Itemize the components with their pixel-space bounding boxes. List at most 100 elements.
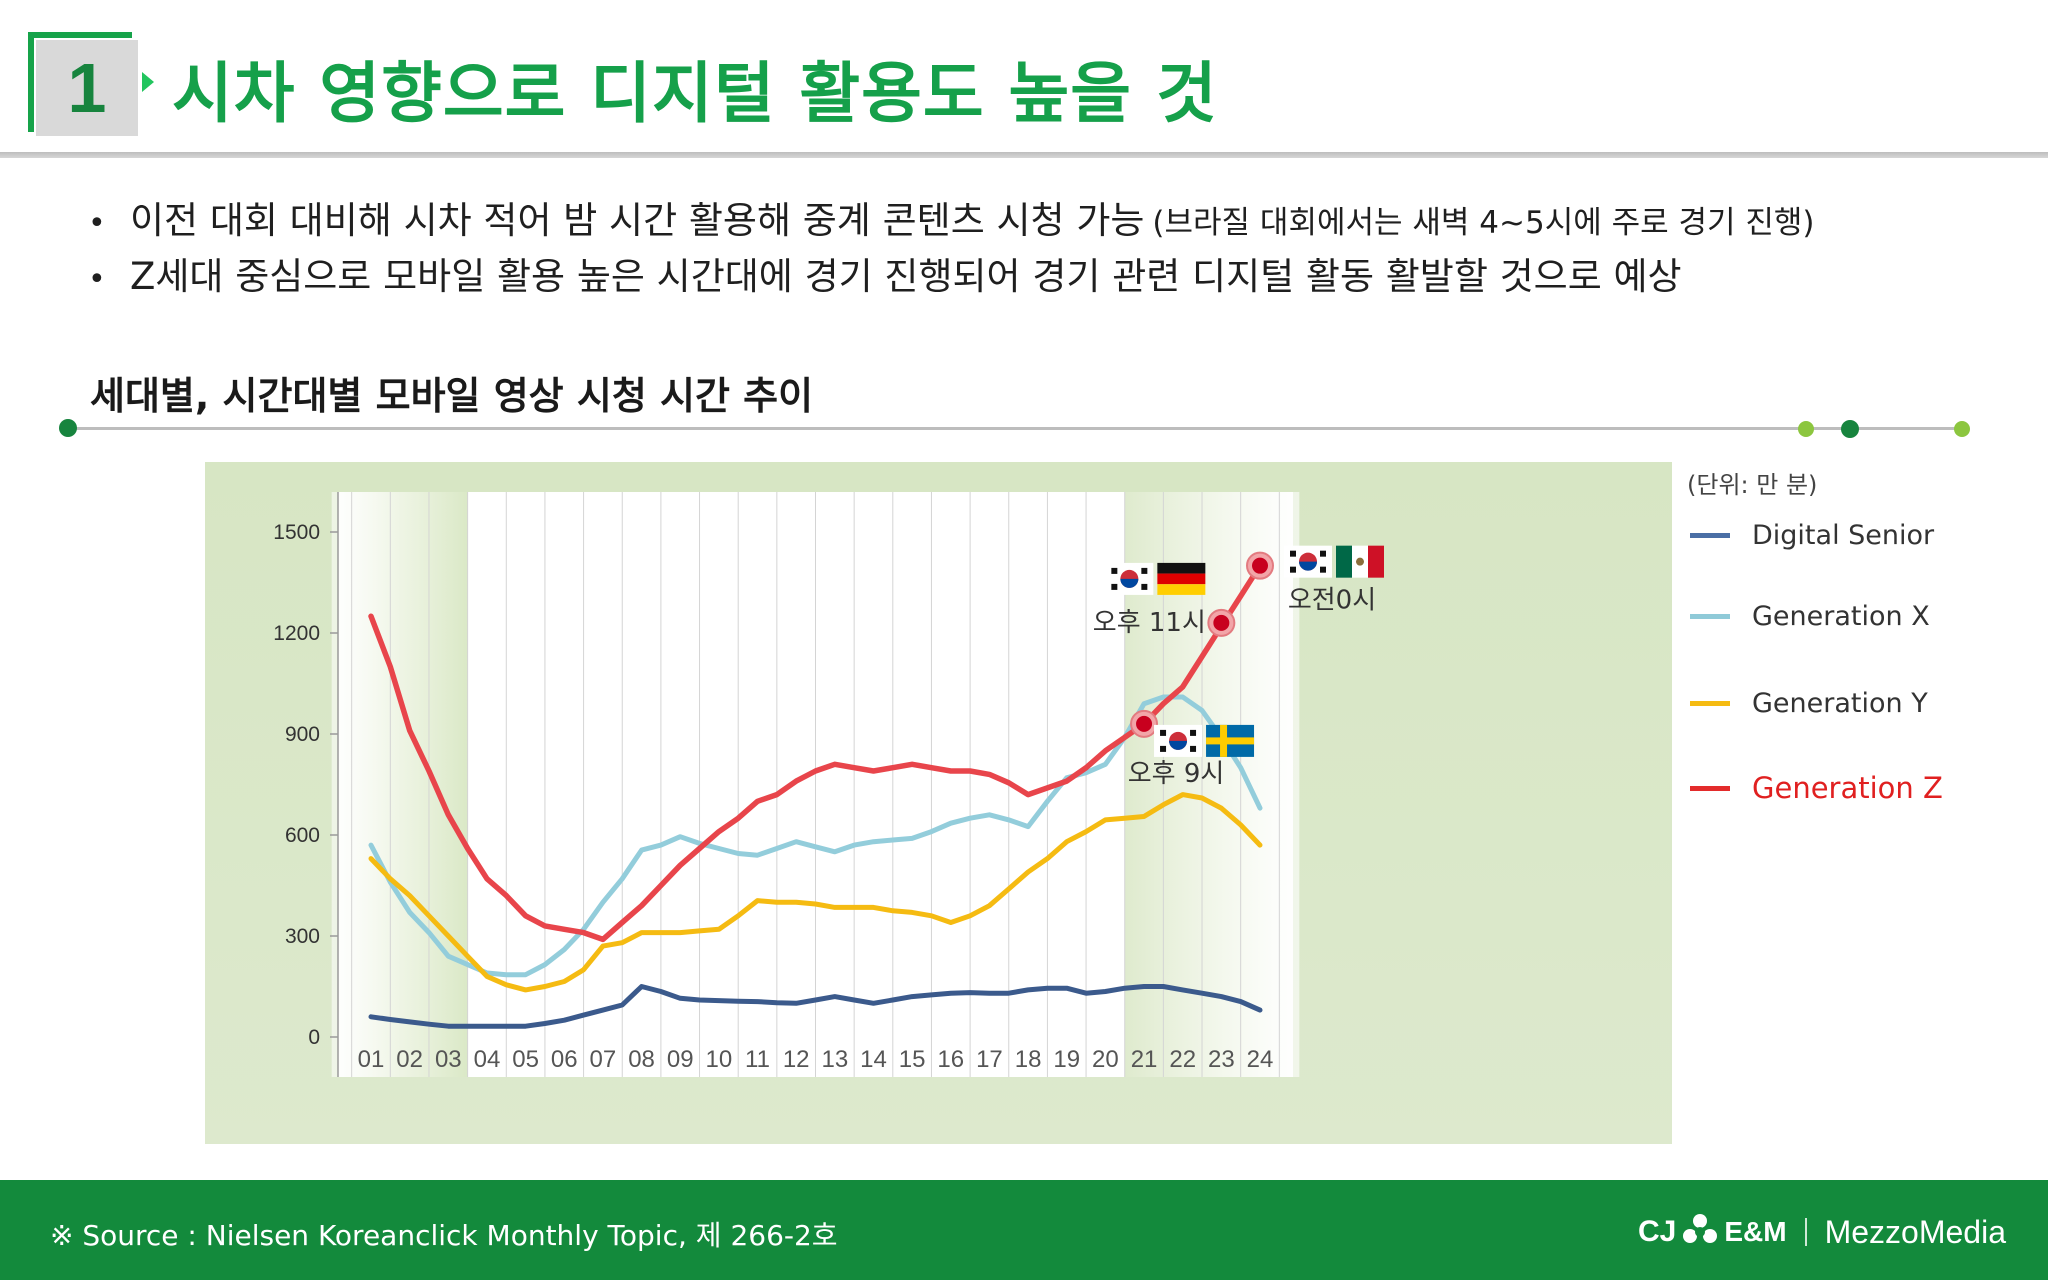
legend-swatch xyxy=(1690,533,1730,538)
title-arrow-icon xyxy=(142,72,154,92)
x-tick-label: 21 xyxy=(1131,1046,1158,1073)
x-tick-label: 19 xyxy=(1053,1046,1080,1073)
divider-dot xyxy=(59,419,77,437)
flag-de-icon xyxy=(1157,562,1206,574)
x-tick-label: 08 xyxy=(628,1046,655,1073)
legend-swatch xyxy=(1690,701,1730,706)
x-tick-label: 17 xyxy=(976,1046,1003,1073)
highlight-band xyxy=(331,492,468,1077)
series-line-generation-z xyxy=(368,562,1263,943)
annotation-marker xyxy=(1252,557,1268,574)
logo-separator xyxy=(1804,1218,1807,1246)
divider-dot xyxy=(1798,421,1814,437)
x-tick-label: 24 xyxy=(1247,1046,1274,1073)
x-tick-label: 11 xyxy=(745,1046,770,1073)
legend-label: Generation Z xyxy=(1752,771,1943,805)
flag-kr-trigram xyxy=(1190,729,1197,736)
flag-mx-emblem xyxy=(1356,557,1364,566)
x-tick-label: 09 xyxy=(667,1046,694,1073)
title-divider xyxy=(0,152,2048,158)
flag-kr-trigram xyxy=(1290,550,1296,557)
bullet-icon: • xyxy=(88,206,106,241)
flag-kr-trigram xyxy=(1141,567,1148,574)
legend-generation-z: Generation Z xyxy=(1690,771,1943,805)
logo-em: E&M xyxy=(1724,1216,1787,1247)
x-tick-label: 01 xyxy=(358,1046,385,1073)
legend-swatch xyxy=(1690,614,1730,619)
annotation-label: 오후 9시 xyxy=(1128,759,1225,789)
flag-kr-taegeuk-blue xyxy=(1169,740,1188,750)
unit-label: (단위: 만 분) xyxy=(1687,471,1818,499)
highlight-band xyxy=(1124,492,1300,1077)
line-chart: 0 300 600 900 1200 1500 01 02 03 04 05 06 07 08 09 10 11… xyxy=(273,492,1384,1077)
x-tick-label: 06 xyxy=(551,1046,578,1073)
flag-kr-trigram xyxy=(1111,583,1118,590)
bullet-icon: • xyxy=(88,262,106,297)
flag-de-red xyxy=(1157,573,1206,585)
legend-generation-y: Generation Y xyxy=(1690,688,1928,719)
y-tick-label: 300 xyxy=(285,925,320,948)
section-number-badge: 1 xyxy=(28,32,138,136)
x-tick-label: 14 xyxy=(860,1046,887,1073)
x-tick-label: 23 xyxy=(1208,1046,1235,1073)
source-note: ※ Source : Nielsen Koreanclick Monthly T… xyxy=(50,1219,838,1252)
chart-title: 세대별, 시간대별 모바일 영상 시청 시간 추이 xyxy=(90,374,814,418)
flag-kr-trigram xyxy=(1320,566,1326,573)
flag-de-gold xyxy=(1157,584,1206,595)
x-tick-label: 02 xyxy=(396,1046,423,1073)
annotation-label: 오전0시 xyxy=(1288,586,1376,616)
y-tick-label: 900 xyxy=(285,723,320,746)
cj-petal-icon xyxy=(1683,1214,1718,1243)
legend-swatch xyxy=(1690,785,1730,791)
y-tick-label: 1500 xyxy=(273,521,320,544)
flag-kr-trigram xyxy=(1320,550,1326,557)
bullet-item: • 이전 대회 대비해 시차 적어 밤 시간 활용해 중계 콘텐츠 시청 가능 … xyxy=(88,190,1815,246)
logo-cj: CJ xyxy=(1638,1215,1677,1248)
divider-dot xyxy=(1841,420,1859,438)
flag-kr-trigram xyxy=(1190,745,1197,752)
x-tick-label: 10 xyxy=(706,1046,733,1073)
x-tick-label: 13 xyxy=(821,1046,848,1073)
legend-label: Digital Senior xyxy=(1752,520,1935,551)
flag-kr-taegeuk-blue xyxy=(1120,578,1139,588)
section-number: 1 xyxy=(67,49,107,127)
annotation-marker xyxy=(1213,614,1230,631)
bullet-list: • 이전 대회 대비해 시차 적어 밤 시간 활용해 중계 콘텐츠 시청 가능 … xyxy=(88,190,1815,302)
flag-kr-taegeuk-blue xyxy=(1299,561,1317,571)
y-tick-label: 600 xyxy=(285,824,320,847)
flag-kr-trigram xyxy=(1111,567,1118,574)
y-tick-label: 1200 xyxy=(273,622,320,645)
bullet-text: 이전 대회 대비해 시차 적어 밤 시간 활용해 중계 콘텐츠 시청 가능 xyxy=(130,199,1145,242)
flag-kr-trigram xyxy=(1141,583,1148,590)
annotation-label: 오후 11시 xyxy=(1093,608,1206,638)
x-tick-label: 20 xyxy=(1092,1046,1119,1073)
x-tick-label: 07 xyxy=(590,1046,617,1073)
x-tick-label: 05 xyxy=(512,1046,539,1073)
x-tick-label: 16 xyxy=(937,1046,964,1073)
y-tick-label: 0 xyxy=(308,1026,320,1049)
legend-label: Generation X xyxy=(1752,601,1930,632)
series-line-generation-y xyxy=(368,792,1263,993)
x-tick-label: 22 xyxy=(1169,1046,1196,1073)
x-tick-label: 15 xyxy=(899,1046,926,1073)
chart-panel: 0 300 600 900 1200 1500 01 02 03 04 05 06 07 08 09 10 11… xyxy=(205,462,1672,1144)
flag-kr-trigram xyxy=(1290,566,1296,573)
bullet-note: (브라질 대회에서는 새벽 4~5시에 주로 경기 진행) xyxy=(1152,205,1815,241)
flag-mx-icon xyxy=(1336,545,1352,578)
legend-digital-senior: Digital Senior xyxy=(1690,520,1934,551)
x-tick-label: 12 xyxy=(783,1046,810,1073)
flag-kr-trigram xyxy=(1160,745,1167,752)
section-divider xyxy=(68,427,1966,430)
legend-generation-x: Generation X xyxy=(1690,601,1930,632)
bullet-text: Z세대 중심으로 모바일 활용 높은 시간대에 경기 진행되어 경기 관련 디지… xyxy=(130,255,1682,298)
page-title: 시차 영향으로 디지털 활용도 높을 것 xyxy=(172,55,1218,132)
company-logo: CJ E&M MezzoMedia xyxy=(1638,1202,2006,1262)
footer-bar: ※ Source : Nielsen Koreanclick Monthly T… xyxy=(0,1180,2048,1280)
legend-label: Generation Y xyxy=(1752,688,1928,719)
flag-kr-trigram xyxy=(1160,729,1167,736)
divider-dot xyxy=(1954,421,1970,437)
series-line-digital-senior xyxy=(368,984,1263,1029)
flag-se-cross-h xyxy=(1206,737,1255,745)
x-tick-label: 04 xyxy=(474,1046,501,1073)
series-line-generation-x xyxy=(368,694,1263,978)
